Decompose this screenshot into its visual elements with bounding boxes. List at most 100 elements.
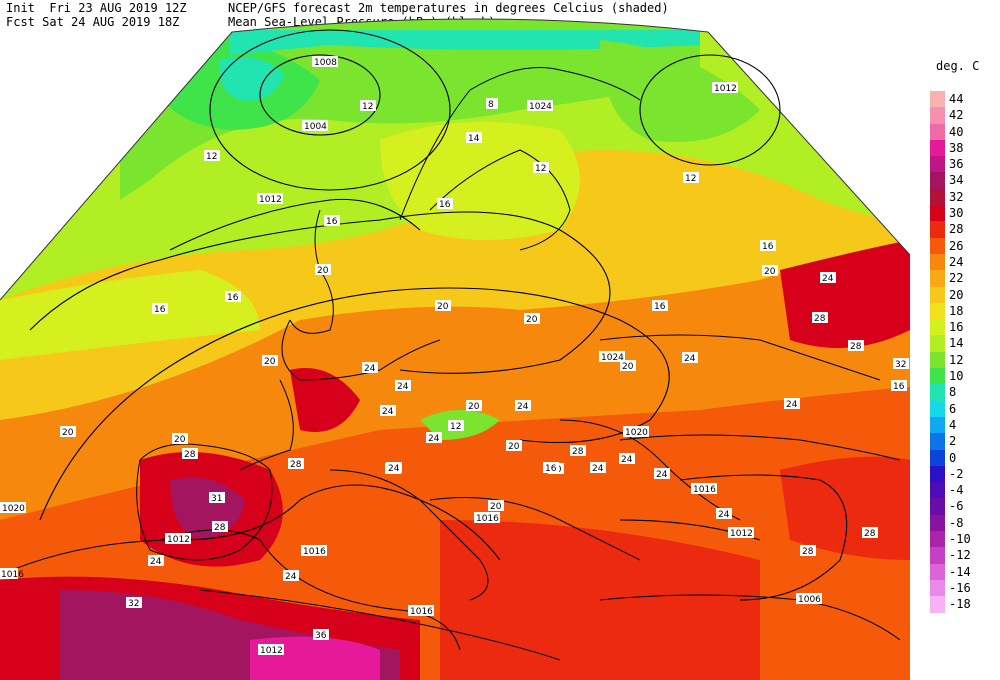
- svg-text:16: 16: [893, 382, 905, 392]
- temp-label: 24: [380, 405, 396, 417]
- svg-text:20: 20: [490, 502, 502, 512]
- isobar-label-box: [474, 512, 500, 523]
- isobar-label: 1012: [259, 195, 282, 205]
- legend-swatch: [930, 351, 945, 369]
- temp-label: 24: [820, 272, 836, 284]
- temp-label: 24: [515, 400, 531, 412]
- temp-label: 28: [182, 448, 198, 460]
- temp-label: 20: [506, 440, 522, 452]
- isobar-label: 1020: [625, 428, 648, 438]
- svg-text:28: 28: [850, 342, 862, 352]
- legend-label: 38: [949, 140, 964, 155]
- svg-text:16: 16: [154, 305, 166, 315]
- svg-text:8: 8: [488, 100, 494, 110]
- temp-label: 24: [362, 362, 378, 374]
- temp-label: 36: [313, 629, 329, 641]
- temp-label: 12: [448, 420, 464, 432]
- temp-label: 24: [682, 352, 698, 364]
- legend-swatch: [930, 123, 945, 140]
- isobar-label: 1012: [167, 535, 190, 545]
- legend-swatch: [930, 449, 945, 466]
- temp-label: 28: [288, 458, 304, 470]
- svg-text:28: 28: [802, 547, 814, 557]
- forecast-init-times: Init Fri 23 AUG 2019 12Z Fcst Sat 24 AUG …: [6, 1, 187, 29]
- isobar-label-box: [623, 426, 649, 437]
- legend-entry: 8: [930, 384, 990, 401]
- legend-label: 36: [949, 157, 964, 172]
- svg-text:12: 12: [206, 152, 217, 162]
- temp-label: 24: [283, 570, 299, 582]
- svg-text:20: 20: [508, 442, 520, 452]
- isobar-label: 1024: [601, 353, 624, 363]
- legend-entry: 28: [930, 221, 990, 238]
- isobar-label: 1012: [260, 646, 283, 656]
- legend-label: 34: [949, 173, 964, 188]
- isobar-label-box: [691, 483, 717, 494]
- svg-text:24: 24: [718, 510, 730, 520]
- svg-text:28: 28: [290, 460, 302, 470]
- temp-label: 20: [466, 400, 482, 412]
- svg-text:24: 24: [786, 400, 798, 410]
- svg-text:16: 16: [654, 302, 666, 312]
- svg-text:24: 24: [285, 572, 297, 582]
- temp-label: 16: [437, 198, 453, 210]
- temp-label: 24: [716, 508, 732, 520]
- svg-text:32: 32: [128, 599, 139, 609]
- legend-entry: -8: [930, 514, 990, 532]
- legend-swatch: [930, 433, 945, 450]
- legend-entry: 14: [930, 335, 990, 352]
- legend-entry: 16: [930, 319, 990, 336]
- legend-label: 14: [949, 336, 964, 351]
- isobar-label-box: [728, 527, 754, 538]
- temp-label: 20: [488, 500, 504, 512]
- temperature-labels: 8 12 12 14 12 12 16 16 20 20 16 16 20 20…: [60, 98, 909, 641]
- legend-swatch: [930, 91, 945, 108]
- isobar-label-box: [599, 351, 625, 362]
- legend-entry: 42: [930, 107, 990, 124]
- legend-label: -10: [949, 532, 971, 547]
- legend-swatch: [930, 531, 945, 548]
- temp-label: 32: [126, 597, 142, 609]
- svg-text:24: 24: [656, 470, 668, 480]
- temp-label: 20: [172, 433, 188, 445]
- temp-label: 28: [800, 545, 816, 557]
- temp-label: 20: [60, 426, 76, 438]
- legend-swatch: [930, 107, 945, 124]
- legend-title: deg. C: [936, 59, 980, 73]
- isobar-label: 1016: [693, 485, 716, 495]
- svg-text:24: 24: [150, 557, 162, 567]
- isobar-label-box: [712, 82, 738, 93]
- svg-text:28: 28: [864, 529, 876, 539]
- svg-text:24: 24: [382, 407, 394, 417]
- temp-label: 24: [619, 453, 635, 465]
- temp-label: 16: [225, 291, 241, 303]
- isobar-label-box: [301, 545, 327, 556]
- legend-entry: -18: [930, 596, 990, 613]
- legend-entry: -16: [930, 579, 990, 597]
- temp-label: 32: [893, 358, 909, 370]
- legend-entry: 30: [930, 205, 990, 222]
- legend-label: -4: [949, 483, 964, 498]
- temp-label: 28: [812, 312, 828, 324]
- isobar-label: 1016: [303, 547, 326, 557]
- legend-label: -6: [949, 499, 964, 514]
- legend-label: 44: [949, 92, 964, 106]
- isobar-label-box: [408, 605, 434, 616]
- legend-swatch: [930, 237, 945, 254]
- svg-text:12: 12: [362, 102, 373, 112]
- legend-label: 10: [949, 369, 964, 384]
- legend-label: 4: [949, 417, 957, 432]
- isobar-label-box: [796, 593, 822, 604]
- legend-label: 18: [949, 303, 964, 318]
- legend-swatch: [930, 368, 945, 385]
- legend-entry: 34: [930, 172, 990, 189]
- legend-entry: 38: [930, 139, 990, 157]
- temp-label: 20: [315, 264, 331, 276]
- legend-entry: 24: [930, 253, 990, 271]
- svg-text:28: 28: [214, 523, 226, 533]
- svg-text:28: 28: [184, 450, 196, 460]
- temp-label: 8: [486, 98, 498, 110]
- svg-text:24: 24: [592, 464, 604, 474]
- legend-swatch: [930, 286, 945, 303]
